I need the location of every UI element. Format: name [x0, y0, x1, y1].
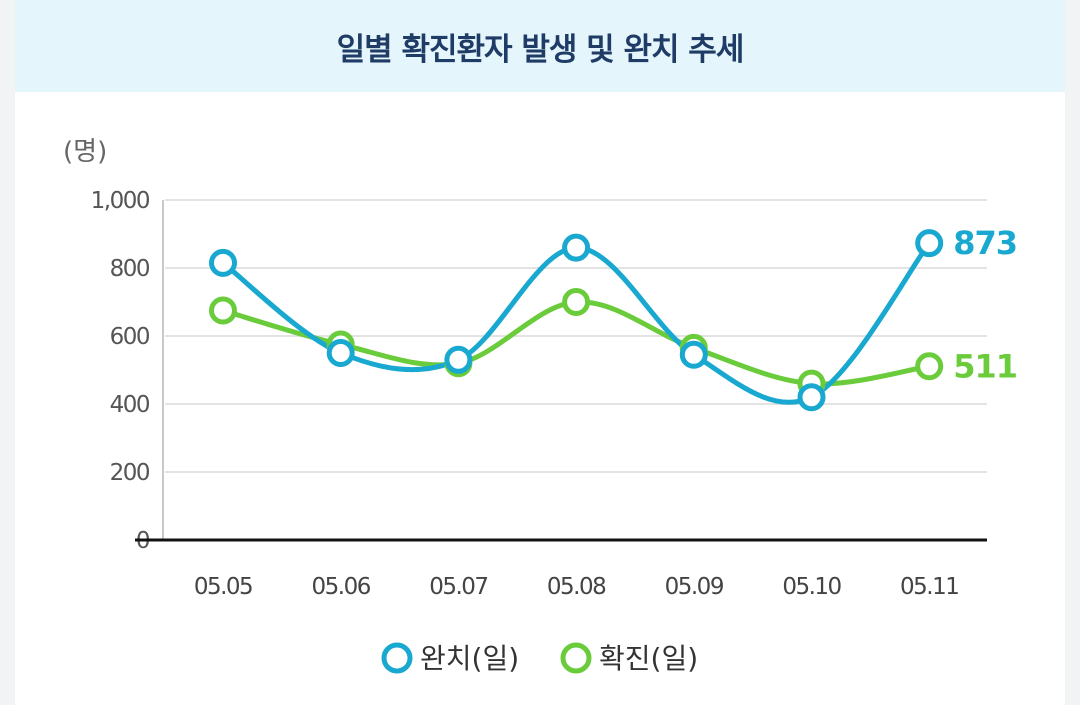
- end-value-label-recovered: 873: [953, 224, 1017, 262]
- y-tick-label: 1,000: [91, 188, 150, 214]
- x-tick-label: 05.10: [782, 574, 841, 600]
- x-tick-label: 05.11: [900, 574, 958, 600]
- data-point-recovered: [797, 383, 826, 412]
- y-tick-label: 800: [110, 256, 150, 282]
- data-point-recovered: [562, 233, 591, 262]
- data-point-confirmed: [915, 352, 944, 381]
- chart-card: 일별 확진환자 발생 및 완치 추세 (명) 02004006008001,00…: [15, 0, 1065, 705]
- x-tick-label: 05.09: [665, 574, 724, 600]
- end-labels: 873 511: [953, 224, 1018, 385]
- data-point-recovered: [679, 340, 708, 369]
- y-tick-label: 600: [110, 324, 150, 350]
- line-chart: (명) 02004006008001,000 05.0505.0605.0705…: [63, 137, 1018, 675]
- data-point-recovered: [915, 229, 944, 258]
- x-tick-label: 05.08: [547, 574, 606, 600]
- x-tick-labels: 05.05 05.06 05.07 05.08 05.09 05.10 05.11: [194, 574, 960, 600]
- data-point-confirmed: [562, 288, 591, 316]
- chart-title: 일별 확진환자 발생 및 완치 추세: [336, 31, 745, 68]
- y-axis-unit: (명): [63, 137, 107, 167]
- legend: 완치(일) 확진(일): [381, 642, 698, 675]
- series-points: [209, 229, 944, 412]
- legend-marker-recovered: [381, 642, 413, 674]
- y-tick-labels: 02004006008001,000: [91, 188, 152, 554]
- data-point-confirmed: [209, 296, 237, 325]
- end-value-label-confirmed: 511: [953, 347, 1017, 385]
- data-point-recovered: [209, 248, 237, 277]
- y-tick-label: 400: [110, 392, 150, 418]
- chart-header: 일별 확진환자 발생 및 완치 추세: [15, 0, 1065, 92]
- y-tick-label: 200: [110, 460, 150, 486]
- legend-label-confirmed: 확진(일): [599, 642, 698, 675]
- grid-lines: [165, 199, 987, 473]
- data-point-recovered: [326, 339, 355, 367]
- legend-marker-confirmed: [560, 642, 592, 674]
- legend-label-recovered: 완치(일): [420, 642, 519, 675]
- x-tick-label: 05.05: [194, 574, 252, 600]
- data-point-recovered: [444, 345, 473, 374]
- x-tick-label: 05.06: [312, 574, 371, 600]
- x-tick-label: 05.07: [429, 574, 487, 600]
